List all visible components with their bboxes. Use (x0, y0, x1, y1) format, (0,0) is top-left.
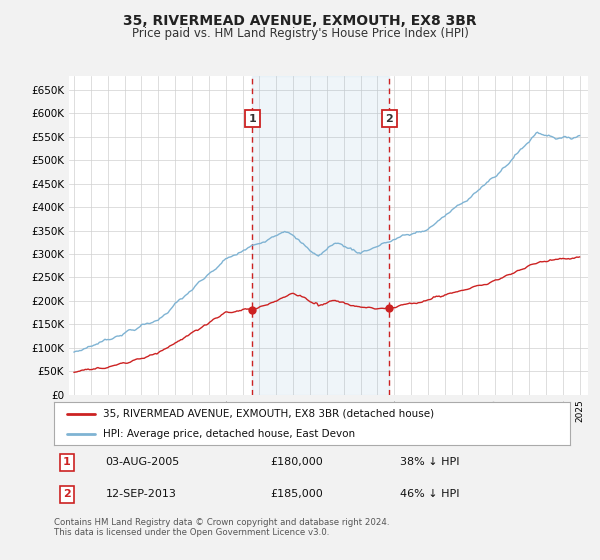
Text: Price paid vs. HM Land Registry's House Price Index (HPI): Price paid vs. HM Land Registry's House … (131, 27, 469, 40)
Text: HPI: Average price, detached house, East Devon: HPI: Average price, detached house, East… (103, 429, 355, 439)
Text: 46% ↓ HPI: 46% ↓ HPI (400, 489, 459, 500)
Text: 35, RIVERMEAD AVENUE, EXMOUTH, EX8 3BR: 35, RIVERMEAD AVENUE, EXMOUTH, EX8 3BR (123, 14, 477, 28)
Text: 12-SEP-2013: 12-SEP-2013 (106, 489, 176, 500)
Text: Contains HM Land Registry data © Crown copyright and database right 2024.: Contains HM Land Registry data © Crown c… (54, 518, 389, 527)
Text: 2: 2 (63, 489, 71, 500)
Text: 03-AUG-2005: 03-AUG-2005 (106, 457, 180, 467)
Text: This data is licensed under the Open Government Licence v3.0.: This data is licensed under the Open Gov… (54, 528, 329, 537)
Text: 1: 1 (63, 457, 71, 467)
Text: £180,000: £180,000 (271, 457, 323, 467)
Text: 38% ↓ HPI: 38% ↓ HPI (400, 457, 459, 467)
Text: 1: 1 (248, 114, 256, 124)
Bar (253, 76, 389, 395)
Text: £185,000: £185,000 (271, 489, 323, 500)
Text: 2: 2 (385, 114, 393, 124)
Text: 35, RIVERMEAD AVENUE, EXMOUTH, EX8 3BR (detached house): 35, RIVERMEAD AVENUE, EXMOUTH, EX8 3BR (… (103, 409, 434, 419)
